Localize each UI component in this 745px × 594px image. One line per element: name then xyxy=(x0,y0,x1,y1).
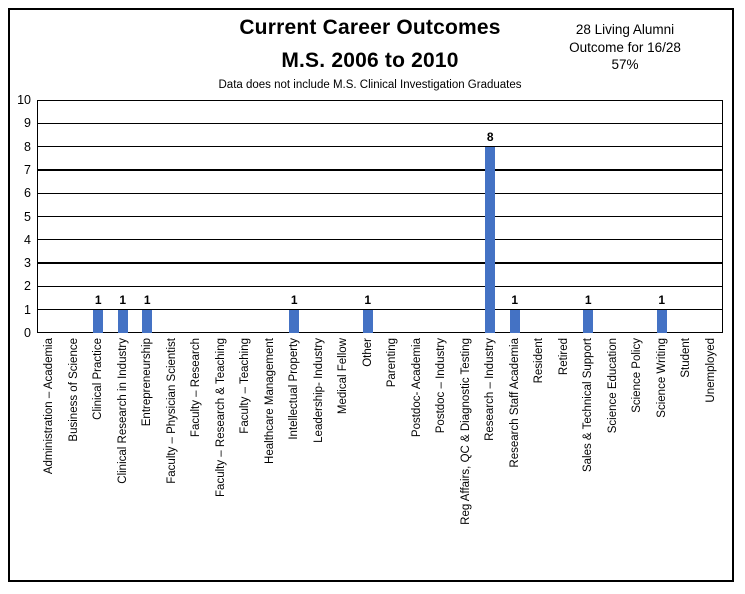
bar-value-label: 1 xyxy=(143,293,151,308)
chart-subtitle: Data does not include M.S. Clinical Inve… xyxy=(218,79,522,91)
y-tick-label: 8 xyxy=(24,139,31,154)
bar-value-label: 1 xyxy=(511,293,519,308)
x-tick-label: Student xyxy=(680,338,693,378)
x-tick-label: Parenting xyxy=(386,338,399,388)
chart-title-line1: Current Career Outcomes xyxy=(239,16,501,39)
x-tick-label: Science Policy xyxy=(631,338,644,413)
alumni-annotation-line1: 28 Living Alumni xyxy=(575,22,675,37)
x-tick-label: Research – Industry xyxy=(484,338,497,441)
gridline xyxy=(38,215,722,218)
bar xyxy=(485,146,496,333)
bar xyxy=(362,309,373,333)
bar-value-label: 1 xyxy=(584,293,592,308)
alumni-annotation-line3: 57% xyxy=(611,57,639,72)
x-tick-label: Research Staff Academia xyxy=(508,338,521,468)
alumni-annotation-line2: Outcome for 16/28 xyxy=(569,39,681,55)
y-tick-label: 6 xyxy=(24,186,31,201)
gridline xyxy=(38,285,722,288)
chart-title-line2: M.S. 2006 to 2010 xyxy=(281,49,459,72)
x-tick-label: Entrepreneurship xyxy=(141,338,154,427)
bar-value-label: 1 xyxy=(658,293,666,308)
gridline xyxy=(38,239,722,241)
bar xyxy=(117,309,128,333)
x-tick-label: Postdoc- Academia xyxy=(410,338,423,438)
y-tick-label: 1 xyxy=(24,302,31,317)
x-tick-label: Other xyxy=(361,338,374,367)
gridline xyxy=(38,145,722,148)
x-tick-label: Faculty – Research & Teaching xyxy=(214,338,227,497)
x-tick-label: Retired xyxy=(557,338,570,376)
x-tick-label: Unemployed xyxy=(704,338,717,403)
y-tick-label: 3 xyxy=(24,256,31,271)
bar-value-label: 1 xyxy=(119,293,127,308)
y-tick-label: 2 xyxy=(24,279,31,294)
x-tick-label: Faculty – Research xyxy=(190,338,203,438)
bar xyxy=(93,309,104,333)
x-tick-label: Healthcare Management xyxy=(263,338,276,464)
chart-outer-border xyxy=(8,8,734,582)
gridline xyxy=(38,169,722,171)
x-tick-label: Reg Affairs, QC & Diagnostic Testing xyxy=(459,338,472,525)
y-tick-label: 7 xyxy=(24,162,31,177)
bar xyxy=(142,309,153,333)
x-tick-label: Faculty – Physician Scientist xyxy=(165,338,178,484)
x-tick-label: Postdoc – Industry xyxy=(435,338,448,434)
x-tick-label: Clinical Practice xyxy=(92,338,105,420)
x-tick-label: Administration – Academia xyxy=(43,338,56,475)
y-tick-label: 5 xyxy=(24,209,31,224)
alumni-annotation: 28 Living Alumni Outcome for 16/28 57% xyxy=(545,21,705,74)
chart-title: Current Career Outcomes M.S. 2006 to 201… xyxy=(150,11,590,77)
x-tick-label: Business of Science xyxy=(67,338,80,442)
x-tick-label: Science Writing xyxy=(655,338,668,418)
x-tick-label: Medical Fellow xyxy=(337,338,350,415)
bar-value-label: 1 xyxy=(290,293,298,308)
bar-value-label: 1 xyxy=(94,293,102,308)
bar xyxy=(509,309,520,333)
bar-value-label: 8 xyxy=(486,130,494,145)
x-tick-label: Clinical Research in Industry xyxy=(116,338,129,484)
y-tick-label: 9 xyxy=(24,116,31,131)
y-tick-label: 4 xyxy=(24,232,31,247)
gridline xyxy=(38,309,722,311)
x-tick-label: Faculty – Teaching xyxy=(239,338,252,434)
bar xyxy=(583,309,594,333)
x-tick-label: Intellectual Property xyxy=(288,338,301,440)
bar-value-label: 1 xyxy=(364,293,372,308)
gridline xyxy=(38,262,722,264)
gridline xyxy=(38,122,722,124)
gridline xyxy=(38,192,722,194)
x-tick-label: Leadership- Industry xyxy=(312,338,325,443)
x-tick-label: Sales & Technical Support xyxy=(582,338,595,473)
x-tick-label: Resident xyxy=(533,338,546,384)
y-tick-label: 10 xyxy=(17,93,31,107)
y-tick-label: 0 xyxy=(24,326,31,340)
bar xyxy=(289,309,300,333)
bar xyxy=(656,309,667,333)
x-tick-label: Science Education xyxy=(606,338,619,434)
